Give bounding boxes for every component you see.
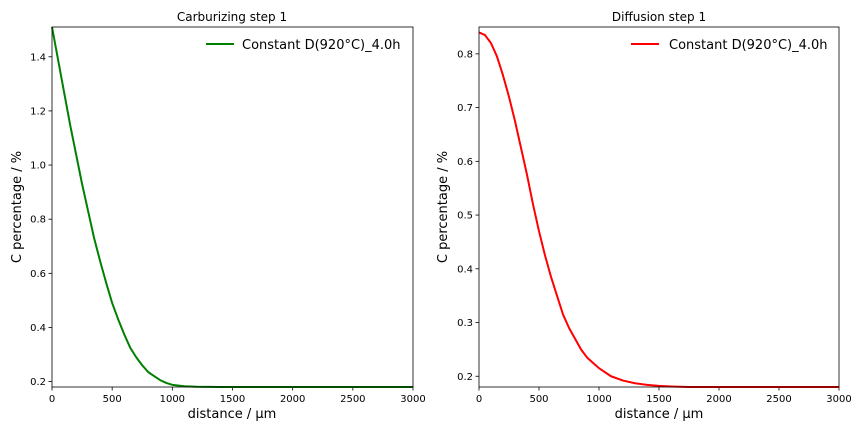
axis-ticks: 0 500 1000 1500 2000 2500 3000 0.2 0.4 0.6 0.8 1.0 1… [30,52,426,405]
y-tick-label: 0.7 [457,103,473,114]
axis-ticks: 0 500 1000 1500 2000 2500 3000 0.2 0.3 0.4 0.5 0.6 0… [457,49,852,405]
y-tick-label: 0.3 [457,318,473,329]
x-tick-label: 1500 [646,394,671,405]
y-tick-label: 0.6 [30,269,46,280]
x-axis-label: distance / μm [188,407,277,422]
plot-frame [478,26,840,388]
x-tick-label: 2500 [340,394,365,405]
series-lines [478,31,839,388]
diffusion-chart: Diffusion step 1 distance / μm C percent… [436,10,852,422]
x-tick-label: 500 [529,394,548,405]
y-tick-label: 0.2 [30,377,46,388]
y-tick-label: 1.2 [30,106,46,117]
y-tick-label: 0.8 [30,215,46,226]
legend-label: Constant D(920°C)_4.0h [242,38,401,53]
series-line [478,31,839,388]
x-tick-label: 3000 [826,394,851,405]
x-tick-label: 1000 [160,394,185,405]
y-tick-label: 1.0 [30,161,46,172]
y-tick-label: 0.4 [30,323,46,334]
carburizing-chart: Carburizing step 1 distance / μm C perce… [10,10,426,422]
plot-frame [51,26,414,388]
y-tick-label: 0.6 [457,157,473,168]
chart-title: Diffusion step 1 [612,10,706,24]
x-tick-label: 0 [49,394,55,405]
chart-title: Carburizing step 1 [177,10,287,24]
x-tick-label: 2000 [280,394,305,405]
y-tick-label: 0.8 [457,49,473,60]
y-tick-label: 0.4 [457,264,473,275]
y-tick-label: 0.5 [457,211,473,222]
x-tick-label: 2500 [766,394,791,405]
legend-label: Constant D(920°C)_4.0h [669,38,828,53]
y-tick-label: 0.2 [457,372,473,383]
legend: Constant D(920°C)_4.0h [206,38,401,53]
x-axis-label: distance / μm [615,407,704,422]
x-tick-label: 2000 [706,394,731,405]
y-axis-label: C percentage / % [436,151,451,263]
x-tick-label: 1500 [220,394,245,405]
x-tick-label: 500 [103,394,122,405]
y-axis-label: C percentage / % [10,151,25,263]
y-tick-label: 1.4 [30,52,46,63]
x-tick-label: 1000 [586,394,611,405]
legend: Constant D(920°C)_4.0h [631,38,828,53]
x-tick-label: 0 [476,394,482,405]
x-tick-label: 3000 [400,394,425,405]
